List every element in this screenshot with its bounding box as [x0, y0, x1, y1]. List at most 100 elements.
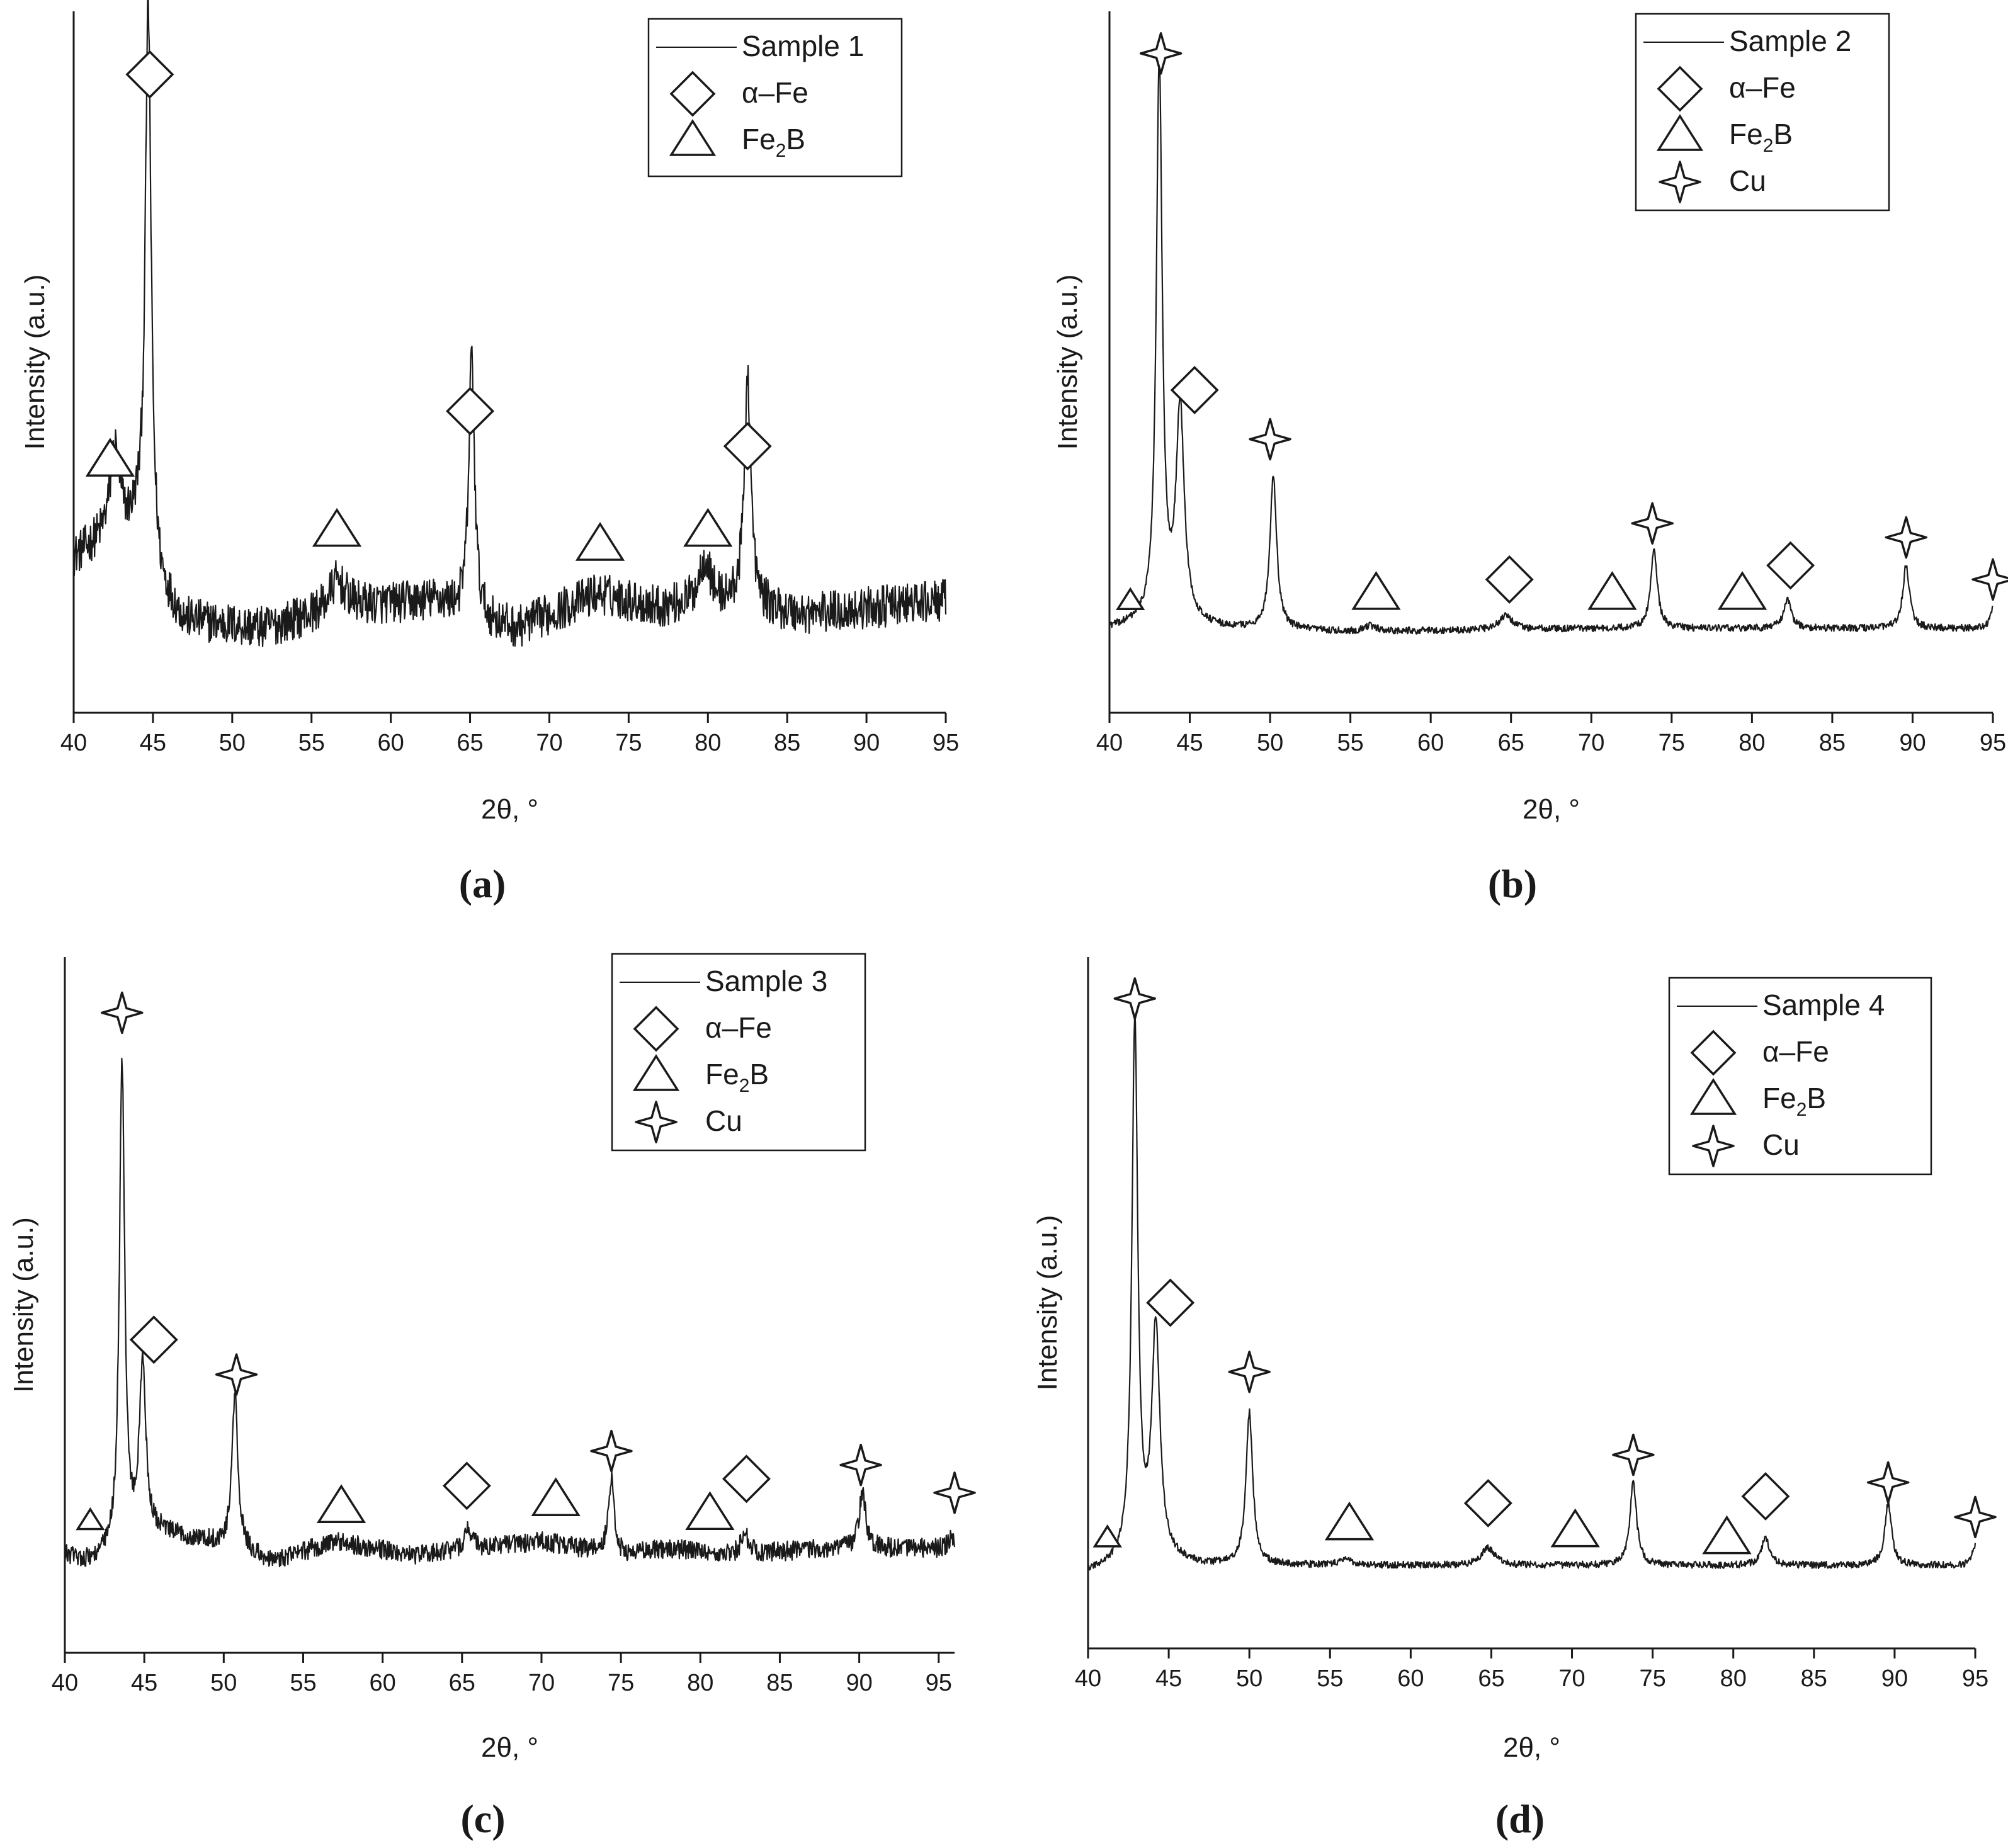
fe2b-marker — [1351, 570, 1401, 610]
x-tick-label: 85 — [1819, 730, 1846, 756]
x-tick-label: 80 — [695, 730, 721, 756]
cu-marker — [1113, 977, 1157, 1020]
alpha-fe-marker — [446, 387, 495, 436]
panel-caption: (c) — [460, 1796, 505, 1841]
x-tick-label: 70 — [1558, 1665, 1585, 1692]
legend-alpha-fe-label: α–Fe — [705, 1011, 772, 1044]
x-tick-label: 85 — [1801, 1665, 1827, 1692]
legend-cu-icon — [635, 1101, 678, 1143]
legend-cu-icon — [1659, 161, 1701, 203]
legend-cu-label: Cu — [1762, 1128, 1800, 1161]
legend-fe2b-label: Fe2B — [705, 1058, 769, 1096]
cu-marker — [1139, 32, 1183, 75]
legend-alpha-fe-icon — [633, 1006, 679, 1052]
x-tick-label: 70 — [528, 1670, 555, 1696]
x-tick-label: 70 — [536, 730, 562, 756]
legend-cu-label: Cu — [1729, 164, 1766, 197]
x-tick-label: 70 — [1578, 730, 1604, 756]
fe2b-marker — [1717, 570, 1767, 610]
legend-cu-label: Cu — [705, 1104, 742, 1137]
x-tick-label: 40 — [52, 1670, 78, 1696]
alpha-fe-marker — [129, 1315, 178, 1364]
x-tick-label: 45 — [1155, 1665, 1182, 1692]
cu-marker — [1228, 1351, 1271, 1393]
fe2b-marker — [316, 1484, 366, 1523]
cu-marker — [1866, 1461, 1910, 1504]
legend-series-label: Sample 2 — [1729, 25, 1851, 57]
chart-panel-2: 40 45 50 55 60 65 70 75 80 85 90 95 2θ, ° Intensity (… — [1052, 11, 2008, 906]
legend-alpha-fe-icon — [1657, 65, 1703, 112]
x-tick-label: 95 — [1980, 730, 2006, 756]
x-tick-label: 80 — [1739, 730, 1765, 756]
x-tick-label: 65 — [1478, 1665, 1504, 1692]
y-axis-label: Intensity (a.u.) — [8, 1217, 39, 1393]
cu-marker — [1249, 417, 1291, 461]
x-tick-label: 95 — [933, 730, 959, 756]
cu-marker — [1631, 502, 1674, 545]
cu-marker — [1885, 516, 1928, 559]
cu-marker — [1971, 558, 2008, 601]
x-tick-label: 40 — [1075, 1665, 1101, 1692]
x-tick-label: 95 — [926, 1670, 952, 1696]
x-tick-label: 75 — [615, 730, 642, 756]
legend-alpha-fe-label: α–Fe — [1729, 71, 1796, 104]
legend-alpha-fe-icon — [1690, 1029, 1737, 1076]
x-tick-label: 65 — [1498, 730, 1524, 756]
legend-fe2b-label: Fe2B — [742, 123, 805, 161]
x-tick-label: 55 — [1337, 730, 1363, 756]
fe2b-marker — [1324, 1501, 1375, 1541]
panel-caption: (d) — [1495, 1796, 1545, 1841]
x-tick-label: 50 — [210, 1670, 237, 1696]
legend-series-label: Sample 4 — [1762, 989, 1885, 1021]
legend-alpha-fe-label: α–Fe — [1762, 1035, 1829, 1068]
x-tick-label: 85 — [766, 1670, 793, 1696]
x-tick-label: 50 — [1236, 1665, 1262, 1692]
fe2b-marker — [76, 1507, 105, 1531]
fe2b-marker — [683, 507, 733, 547]
y-axis-label: Intensity (a.u.) — [20, 275, 50, 450]
x-tick-label: 60 — [370, 1670, 396, 1696]
x-tick-label: 50 — [1257, 730, 1283, 756]
fe2b-marker — [685, 1491, 735, 1531]
legend-fe2b-icon — [632, 1054, 680, 1091]
x-tick-label: 80 — [1720, 1665, 1747, 1692]
x-tick-label: 75 — [1639, 1665, 1665, 1692]
fe2b-marker — [575, 521, 625, 561]
fe2b-marker — [1587, 570, 1637, 610]
x-tick-label: 60 — [377, 730, 404, 756]
fe2b-marker — [1115, 587, 1145, 611]
alpha-fe-marker — [442, 1461, 491, 1511]
x-tick-label: 90 — [1881, 1665, 1908, 1692]
x-tick-label: 55 — [290, 1670, 316, 1696]
alpha-fe-marker — [1741, 1471, 1790, 1521]
x-tick-label: 55 — [298, 730, 325, 756]
x-tick-label: 75 — [1659, 730, 1685, 756]
series-line-sample-1 — [73, 0, 947, 647]
cu-marker — [933, 1471, 976, 1514]
chart-panel-3: 40 45 50 55 60 65 70 75 80 85 90 95 2θ, ° Intensity (… — [8, 953, 976, 1841]
legend: Sample 2 α–Fe Fe2B Cu — [1635, 13, 1890, 212]
series-line-sample-2 — [1108, 53, 1994, 635]
cu-marker — [1954, 1495, 1997, 1539]
alpha-fe-marker — [1463, 1478, 1512, 1528]
legend-cu-icon — [1692, 1125, 1735, 1167]
y-axis-label: Intensity (a.u.) — [1052, 275, 1083, 450]
x-tick-label: 50 — [219, 730, 246, 756]
legend-alpha-fe-icon — [669, 71, 716, 117]
panel-caption: (a) — [459, 861, 506, 906]
cu-marker — [839, 1443, 882, 1487]
x-tick-label: 90 — [853, 730, 880, 756]
x-axis-label: 2θ, ° — [1503, 1732, 1560, 1763]
x-tick-label: 45 — [140, 730, 166, 756]
x-tick-label: 65 — [457, 730, 483, 756]
x-tick-label: 90 — [846, 1670, 872, 1696]
x-tick-label: 40 — [1096, 730, 1123, 756]
legend: Sample 1 α–Fe Fe2B — [647, 18, 903, 178]
fe2b-marker — [312, 507, 362, 547]
legend-fe2b-icon — [1689, 1078, 1737, 1115]
x-tick-label: 40 — [60, 730, 87, 756]
alpha-fe-marker — [723, 422, 772, 471]
legend-series-label: Sample 3 — [705, 965, 827, 997]
legend-fe2b-label: Fe2B — [1762, 1082, 1826, 1120]
